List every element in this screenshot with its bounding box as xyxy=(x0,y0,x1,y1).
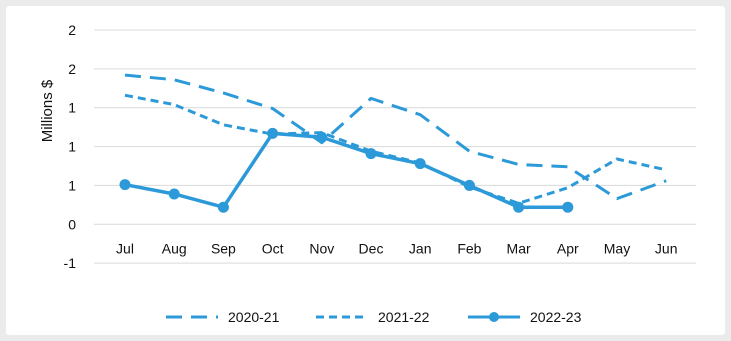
legend-label-2020-21: 2020-21 xyxy=(228,309,280,325)
series-line-2022-23 xyxy=(124,131,568,209)
y-tick-label: -1 xyxy=(64,255,77,271)
data-point-2022-23 xyxy=(119,179,131,191)
x-tick-label: Jun xyxy=(655,240,678,256)
data-point-2022-23 xyxy=(513,201,525,213)
legend-label-2021-22: 2021-22 xyxy=(378,309,430,325)
data-point-2022-23 xyxy=(168,188,180,200)
x-tick-label: Sep xyxy=(211,240,236,256)
x-tick-label: Aug xyxy=(162,240,187,256)
chart-card: -1 0 1 1 1 2 2 Millions $ Jul Aug Sep Oct Nov Dec Jan F… xyxy=(6,6,725,335)
x-tick-label: Mar xyxy=(507,240,531,256)
y-tick-label: 1 xyxy=(68,177,76,193)
data-point-2022-23 xyxy=(562,201,574,213)
y-axis-label: Millions $ xyxy=(39,79,56,142)
legend-label-2022-23: 2022-23 xyxy=(530,309,582,325)
x-tick-label: Nov xyxy=(309,240,334,256)
x-tick-label: Feb xyxy=(457,240,481,256)
data-point-2022-23 xyxy=(414,158,426,170)
legend-marker-2022-23 xyxy=(489,312,499,322)
data-point-2022-23 xyxy=(316,131,328,143)
x-tick-label: Jul xyxy=(116,240,134,256)
y-tick-label: 1 xyxy=(68,139,76,155)
series-line-2020-21 xyxy=(124,73,667,201)
line-chart: -1 0 1 1 1 2 2 Millions $ Jul Aug Sep Oct Nov Dec Jan F… xyxy=(39,22,696,325)
x-tick-label: Dec xyxy=(359,240,384,256)
y-tick-label: 2 xyxy=(68,22,76,38)
data-point-2022-23 xyxy=(365,148,377,160)
series-line-2021-22 xyxy=(124,93,667,205)
y-tick-label: 0 xyxy=(68,216,76,232)
data-point-2022-23 xyxy=(463,179,475,191)
x-tick-label: Apr xyxy=(557,240,579,256)
data-point-2022-23 xyxy=(217,201,229,213)
x-tick-label: Oct xyxy=(262,240,284,256)
y-tick-label: 2 xyxy=(68,61,76,77)
x-tick-label: May xyxy=(604,240,630,256)
y-tick-label: 1 xyxy=(68,100,76,116)
data-point-2022-23 xyxy=(267,127,279,139)
x-tick-label: Jan xyxy=(409,240,432,256)
